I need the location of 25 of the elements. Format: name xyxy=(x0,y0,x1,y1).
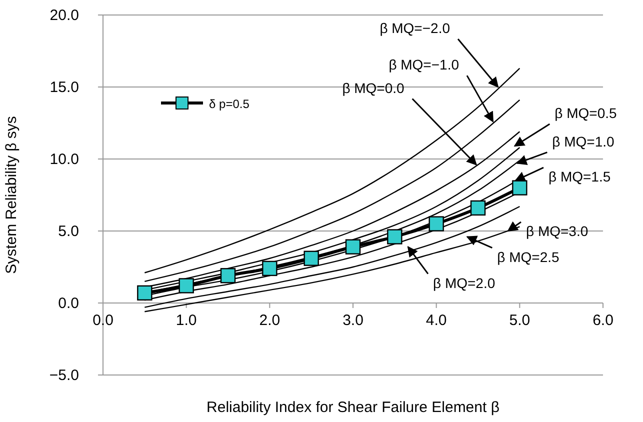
y-tick-label: −5.0 xyxy=(49,367,79,384)
annotation: β MQ=−2.0 xyxy=(380,20,450,36)
annotation: β MQ=3.0 xyxy=(526,223,588,239)
y-axis-title: System Reliability β sys xyxy=(3,116,20,274)
x-tick-label: 0.0 xyxy=(92,312,114,329)
y-tick-label: 5.0 xyxy=(58,223,79,240)
x-tick-label: 5.0 xyxy=(509,312,530,329)
x-tick-label: 6.0 xyxy=(592,312,614,329)
annotation: β MQ=−1.0 xyxy=(388,56,460,73)
x-tick-label: 2.0 xyxy=(259,312,280,329)
annotation: β MQ=2.5 xyxy=(497,248,560,265)
y-tick-label: 10.0 xyxy=(50,151,79,168)
x-axis-title: Reliability Index for Shear Failure Element β xyxy=(206,399,500,416)
x-tick-label: 4.0 xyxy=(426,312,447,329)
y-tick-label: 15.0 xyxy=(50,79,79,96)
annotation: β MQ=1.5 xyxy=(548,168,611,185)
annotation: β MQ=2.0 xyxy=(433,274,496,291)
legend-label: δ p=0.5 xyxy=(209,97,250,111)
annotation: β MQ=0.0 xyxy=(342,80,405,96)
x-tick-label: 1.0 xyxy=(176,312,197,329)
y-tick-label: 20.0 xyxy=(50,7,79,24)
x-tick-label: 3.0 xyxy=(342,312,364,329)
annotation: β MQ=1.0 xyxy=(552,133,615,150)
y-tick-label: 0.0 xyxy=(58,295,79,312)
annotation: β MQ=0.5 xyxy=(554,105,618,122)
